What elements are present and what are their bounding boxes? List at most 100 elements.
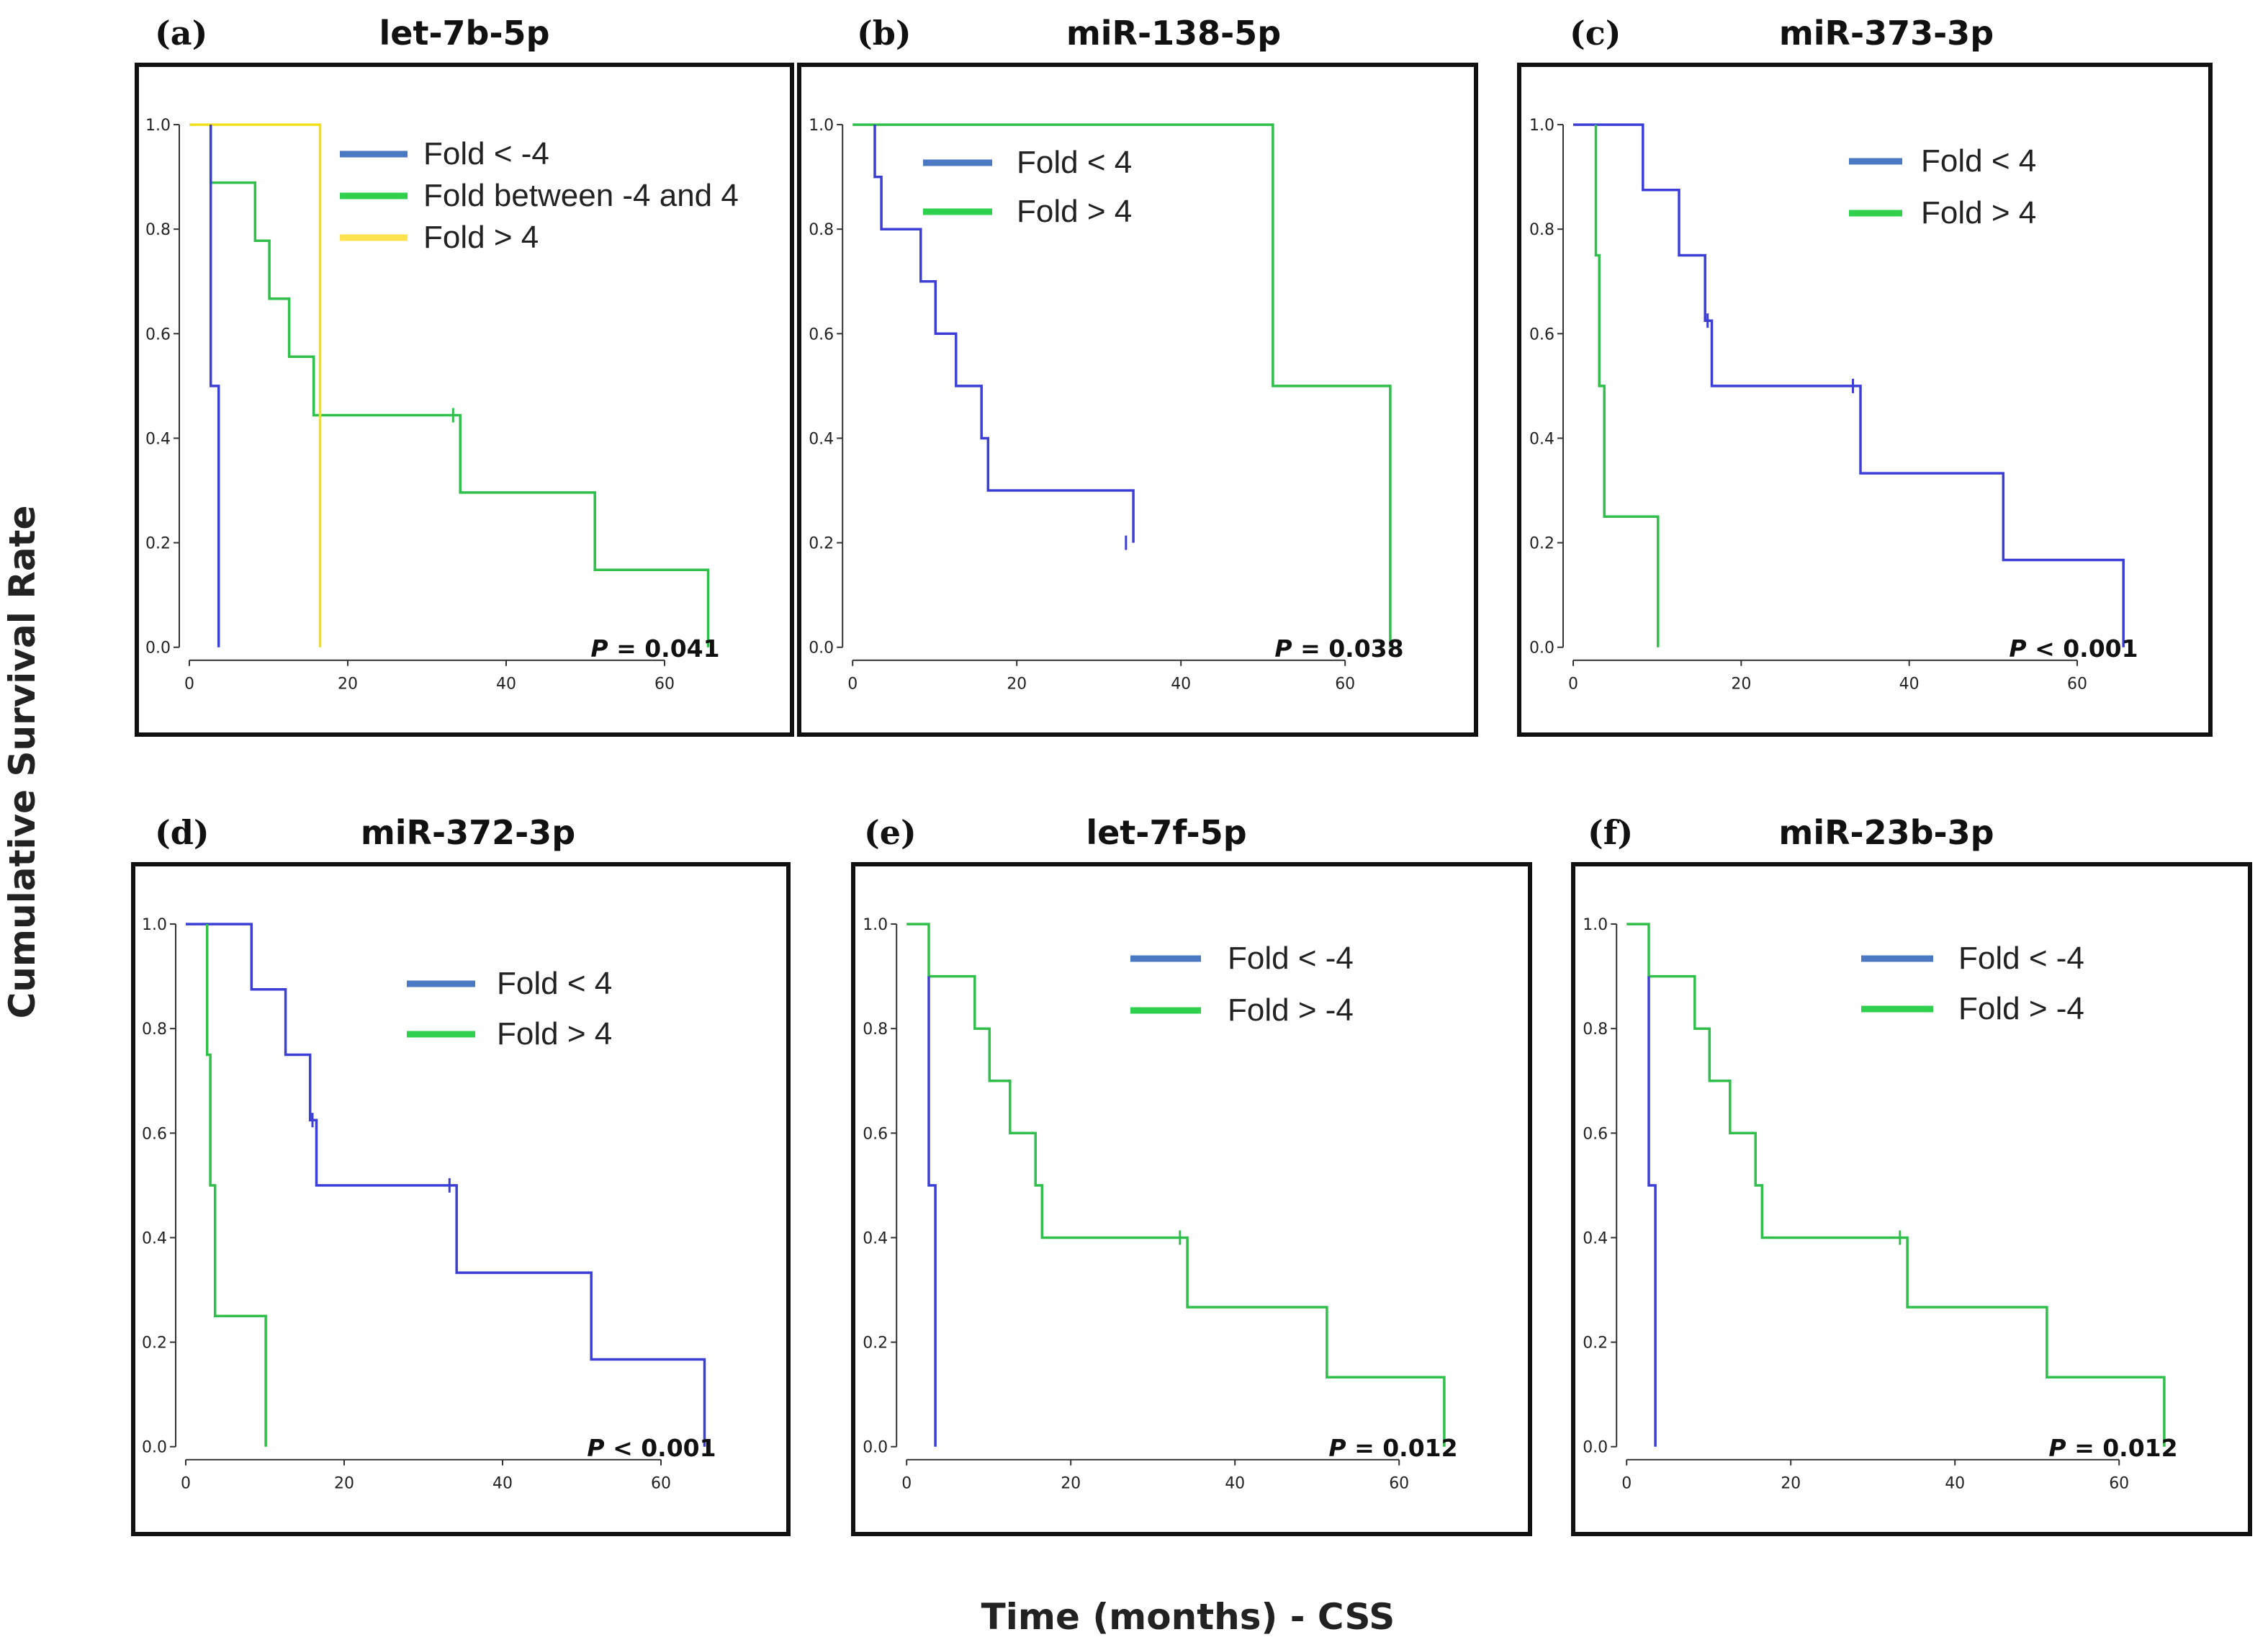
legend-label: Fold > 4 [423, 220, 539, 255]
legend-label: Fold > -4 [1958, 991, 2084, 1026]
x-tick-label: 0 [181, 1475, 191, 1493]
y-tick-label: 0.4 [145, 430, 171, 448]
survival-curve-fold-4 [209, 125, 220, 647]
panel-c: 0.0 0.2 0.4 0.6 0.8 1.0 0 20 40 60 (c) miR-373-3p Fo… [1517, 14, 2213, 737]
x-tick-label: 20 [334, 1475, 354, 1493]
legend: Fold < -4 Fold > -4 [1861, 941, 2084, 1026]
x-tick-label: 0 [847, 676, 858, 694]
y-tick-label: 0.6 [142, 1125, 167, 1143]
panel-e: 0.0 0.2 0.4 0.6 0.8 1.0 0 20 40 60 (e) let-7f-5p Fol… [851, 813, 1532, 1536]
panel-title: let-7b-5p [379, 14, 549, 53]
panel-frame [131, 862, 791, 1536]
y-tick-label: 0.2 [145, 535, 171, 553]
y-tick-label: 0.6 [1529, 326, 1554, 344]
panel-frame [135, 63, 794, 737]
y-tick-label: 0.8 [863, 1021, 888, 1039]
y-tick-label: 0.0 [809, 640, 834, 658]
y-tick-label: 0.0 [1583, 1439, 1608, 1457]
survival-curve-fold-4 [205, 924, 267, 1447]
x-tick-label: 20 [1731, 676, 1751, 694]
x-tick-label: 60 [2067, 676, 2087, 694]
panel-frame [1571, 862, 2252, 1536]
legend: Fold < 4 Fold > 4 [407, 966, 612, 1052]
panel-title: miR-373-3p [1779, 14, 1994, 53]
p-value: P < 0.001 [587, 1434, 716, 1462]
legend-label: Fold < -4 [1228, 941, 1354, 976]
panel-title: miR-372-3p [361, 813, 575, 852]
x-axis-title: Time (months) - CSS [981, 1596, 1395, 1638]
y-tick-label: 0.8 [1529, 221, 1554, 239]
survival-curve-fold-4 [189, 123, 322, 647]
x-tick-label: 40 [492, 1475, 513, 1493]
y-tick-label: 0.0 [145, 640, 171, 658]
y-tick-label: 0.2 [1583, 1335, 1608, 1353]
legend: Fold < 4 Fold > 4 [1849, 143, 2036, 230]
x-tick-label: 60 [1389, 1475, 1409, 1493]
legend-label: Fold < 4 [1921, 143, 2036, 179]
survival-curve-fold-4 [906, 923, 1446, 1447]
x-tick-label: 40 [1945, 1475, 1965, 1493]
panel-title: let-7f-5p [1086, 813, 1246, 852]
legend-label: Fold < -4 [1958, 941, 2084, 976]
x-tick-label: 0 [1621, 1475, 1632, 1493]
y-tick-label: 0.8 [809, 221, 834, 239]
legend-label: Fold between -4 and 4 [423, 178, 739, 213]
panel-letter: (b) [857, 14, 912, 53]
y-tick-label: 0.2 [1529, 535, 1554, 553]
y-tick-label: 0.0 [142, 1439, 167, 1457]
panel-letter: (a) [155, 14, 207, 53]
panel-d: 0.0 0.2 0.4 0.6 0.8 1.0 0 20 40 60 (d) miR-372-3p Fo… [131, 813, 791, 1536]
legend: Fold < -4 Fold between -4 and 4 Fold > 4 [340, 136, 739, 255]
panel-letter: (c) [1570, 14, 1621, 53]
x-tick-label: 20 [338, 676, 358, 694]
p-value: P = 0.012 [1328, 1434, 1457, 1462]
survival-curve-fold-4 [1647, 976, 1657, 1447]
y-tick-label: 0.4 [863, 1229, 888, 1247]
y-tick-label: 0.8 [145, 221, 171, 239]
y-tick-label: 1.0 [145, 117, 171, 135]
legend-label: Fold > -4 [1228, 992, 1354, 1028]
panel-f: 0.0 0.2 0.4 0.6 0.8 1.0 0 20 40 60 (f) miR-23b-3p Fo… [1571, 813, 2252, 1536]
y-axis-title: Cumulative Survival Rate [1, 506, 43, 1019]
x-tick-label: 20 [1781, 1475, 1801, 1493]
y-tick-label: 1.0 [809, 117, 834, 135]
y-tick-label: 1.0 [1583, 916, 1608, 934]
panel-title: miR-23b-3p [1778, 813, 1994, 852]
y-tick-label: 0.6 [1583, 1125, 1608, 1143]
legend: Fold < -4 Fold > -4 [1130, 941, 1354, 1028]
y-tick-label: 0.2 [809, 535, 834, 553]
panels-group: 0.0 0.2 0.4 0.6 0.8 1.0 0 20 40 60 (a) let-7b-5p Fol… [131, 14, 2252, 1536]
x-tick-label: 60 [2109, 1475, 2129, 1493]
x-tick-label: 60 [654, 676, 675, 694]
x-tick-label: 40 [1899, 676, 1920, 694]
legend: Fold < 4 Fold > 4 [923, 145, 1132, 229]
x-tick-label: 40 [1225, 1475, 1245, 1493]
y-tick-label: 0.6 [145, 326, 171, 344]
y-tick-label: 0.8 [1583, 1021, 1608, 1039]
y-tick-label: 0.4 [142, 1229, 167, 1247]
panel-frame [851, 862, 1532, 1536]
y-tick-label: 1.0 [863, 916, 888, 934]
x-tick-label: 40 [496, 676, 516, 694]
legend-label: Fold < -4 [423, 136, 549, 171]
x-tick-label: 20 [1007, 676, 1027, 694]
p-value: P = 0.012 [2048, 1434, 2177, 1462]
survival-curve-fold-4 [927, 976, 937, 1447]
y-tick-label: 0.0 [863, 1439, 888, 1457]
p-value: P = 0.041 [590, 635, 719, 663]
y-tick-label: 0.2 [142, 1335, 167, 1353]
legend-label: Fold > 4 [1921, 195, 2036, 230]
p-value: P = 0.038 [1274, 635, 1403, 663]
x-tick-label: 0 [901, 1475, 912, 1493]
panel-letter: (e) [864, 813, 917, 852]
p-value: P < 0.001 [2009, 635, 2138, 663]
survival-curve-fold-4 [1594, 125, 1660, 647]
x-tick-label: 20 [1061, 1475, 1081, 1493]
survival-curve-fold-4 [1573, 123, 2125, 647]
panel-a: 0.0 0.2 0.4 0.6 0.8 1.0 0 20 40 60 (a) let-7b-5p Fol… [135, 14, 794, 737]
legend-label: Fold < 4 [1017, 145, 1132, 180]
y-tick-label: 0.4 [809, 430, 834, 448]
y-tick-label: 0.0 [1529, 640, 1554, 658]
y-tick-label: 0.8 [142, 1021, 167, 1039]
